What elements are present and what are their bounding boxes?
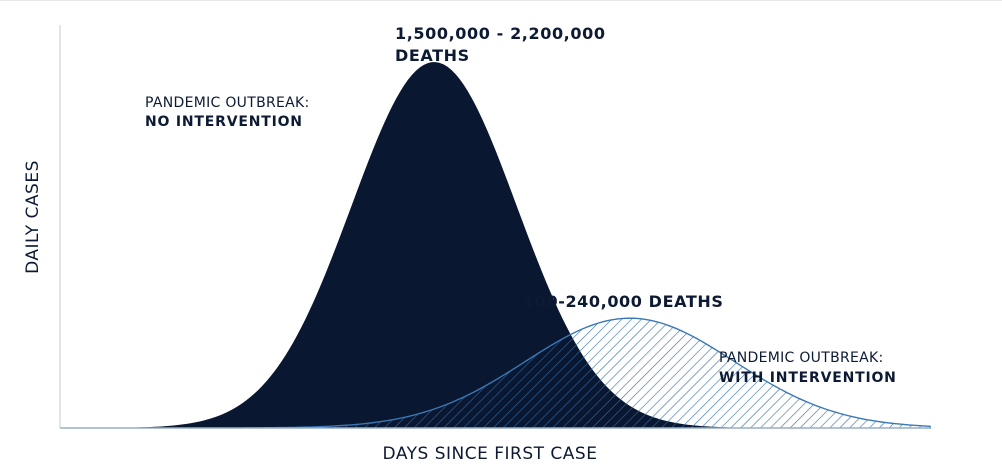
annotation-no-intervention-line1: PANDEMIC OUTBREAK:: [145, 95, 310, 111]
curve-no-intervention: [60, 62, 930, 428]
top-divider: [0, 0, 1002, 1]
annotation-no-intervention-line2: NO INTERVENTION: [145, 113, 303, 130]
annotation-peak1-line2: DEATHS: [395, 46, 470, 66]
annotation-peak-with-intervention: 100-240,000 DEATHS: [523, 291, 723, 313]
y-axis-label: DAILY CASES: [23, 160, 43, 274]
annotation-peak2-line1: 100-240,000 DEATHS: [523, 292, 724, 311]
annotation-peak1-line1: 1,500,000 - 2,200,000: [395, 24, 606, 43]
annotation-with-intervention-line2: WITH INTERVENTION: [719, 370, 897, 387]
annotation-peak-no-intervention: 1,500,000 - 2,200,000 DEATHS: [395, 23, 606, 68]
annotation-with-intervention-line1: PANDEMIC OUTBREAK:: [719, 350, 884, 366]
annotation-with-intervention: PANDEMIC OUTBREAK: WITH INTERVENTION: [719, 348, 897, 389]
annotation-no-intervention: PANDEMIC OUTBREAK: NO INTERVENTION: [145, 94, 310, 132]
x-axis-label: DAYS SINCE FIRST CASE: [382, 444, 598, 464]
